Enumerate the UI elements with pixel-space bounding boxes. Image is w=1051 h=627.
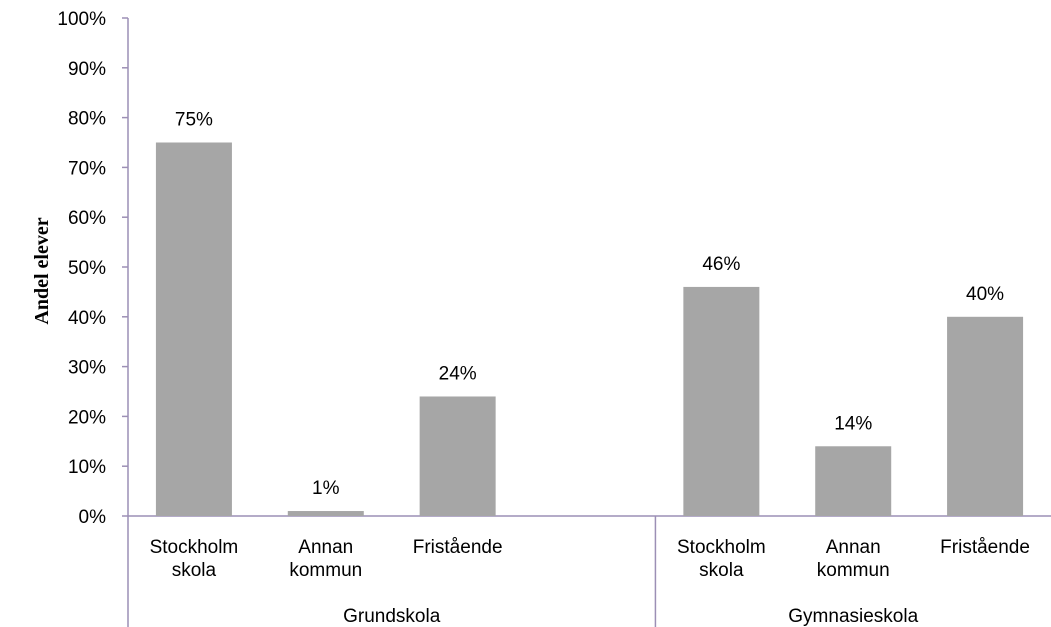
y-tick-label: 20% [68, 407, 106, 428]
y-tick-label: 70% [68, 158, 106, 179]
data-label: 14% [834, 413, 872, 434]
bar [683, 286, 760, 516]
category-label: Stockholm [150, 537, 239, 558]
chart-axes [122, 17, 1051, 627]
y-tick-label: 40% [68, 308, 106, 329]
data-label: 75% [175, 110, 213, 131]
category-label: Annan [298, 537, 353, 558]
chart-labels: 0% 10% 20% 30% 40% 50% 60% 70% 80% 90% 100% 75% Stoc… [57, 9, 1030, 627]
data-label: 24% [439, 363, 477, 384]
category-label: Annan [826, 537, 881, 558]
bar [155, 142, 232, 516]
data-label: 46% [702, 254, 740, 275]
bar [287, 511, 364, 516]
category-label: Stockholm [677, 537, 766, 558]
y-tick-label: 100% [57, 9, 106, 30]
y-tick-label: 50% [68, 258, 106, 279]
category-label: skola [172, 560, 217, 581]
category-label: kommun [817, 560, 890, 581]
group-label: Gymnasieskola [788, 606, 918, 627]
category-label: Fristående [940, 537, 1030, 558]
bar [419, 396, 496, 516]
y-tick-label: 10% [68, 457, 106, 478]
category-label: skola [699, 560, 744, 581]
y-tick-label: 90% [68, 59, 106, 80]
y-axis-title: Andel elever [31, 217, 53, 324]
bar [947, 316, 1024, 516]
data-label: 40% [966, 284, 1004, 305]
bar [815, 446, 892, 516]
data-label: 1% [312, 478, 340, 499]
group-label: Grundskola [343, 606, 441, 627]
y-tick-label: 60% [68, 208, 106, 229]
y-tick-label: 30% [68, 358, 106, 379]
category-label: kommun [289, 560, 362, 581]
y-tick-label: 80% [68, 109, 106, 130]
category-label: Fristående [413, 537, 503, 558]
y-tick-label: 0% [79, 507, 107, 528]
chart-bars [155, 142, 1024, 516]
